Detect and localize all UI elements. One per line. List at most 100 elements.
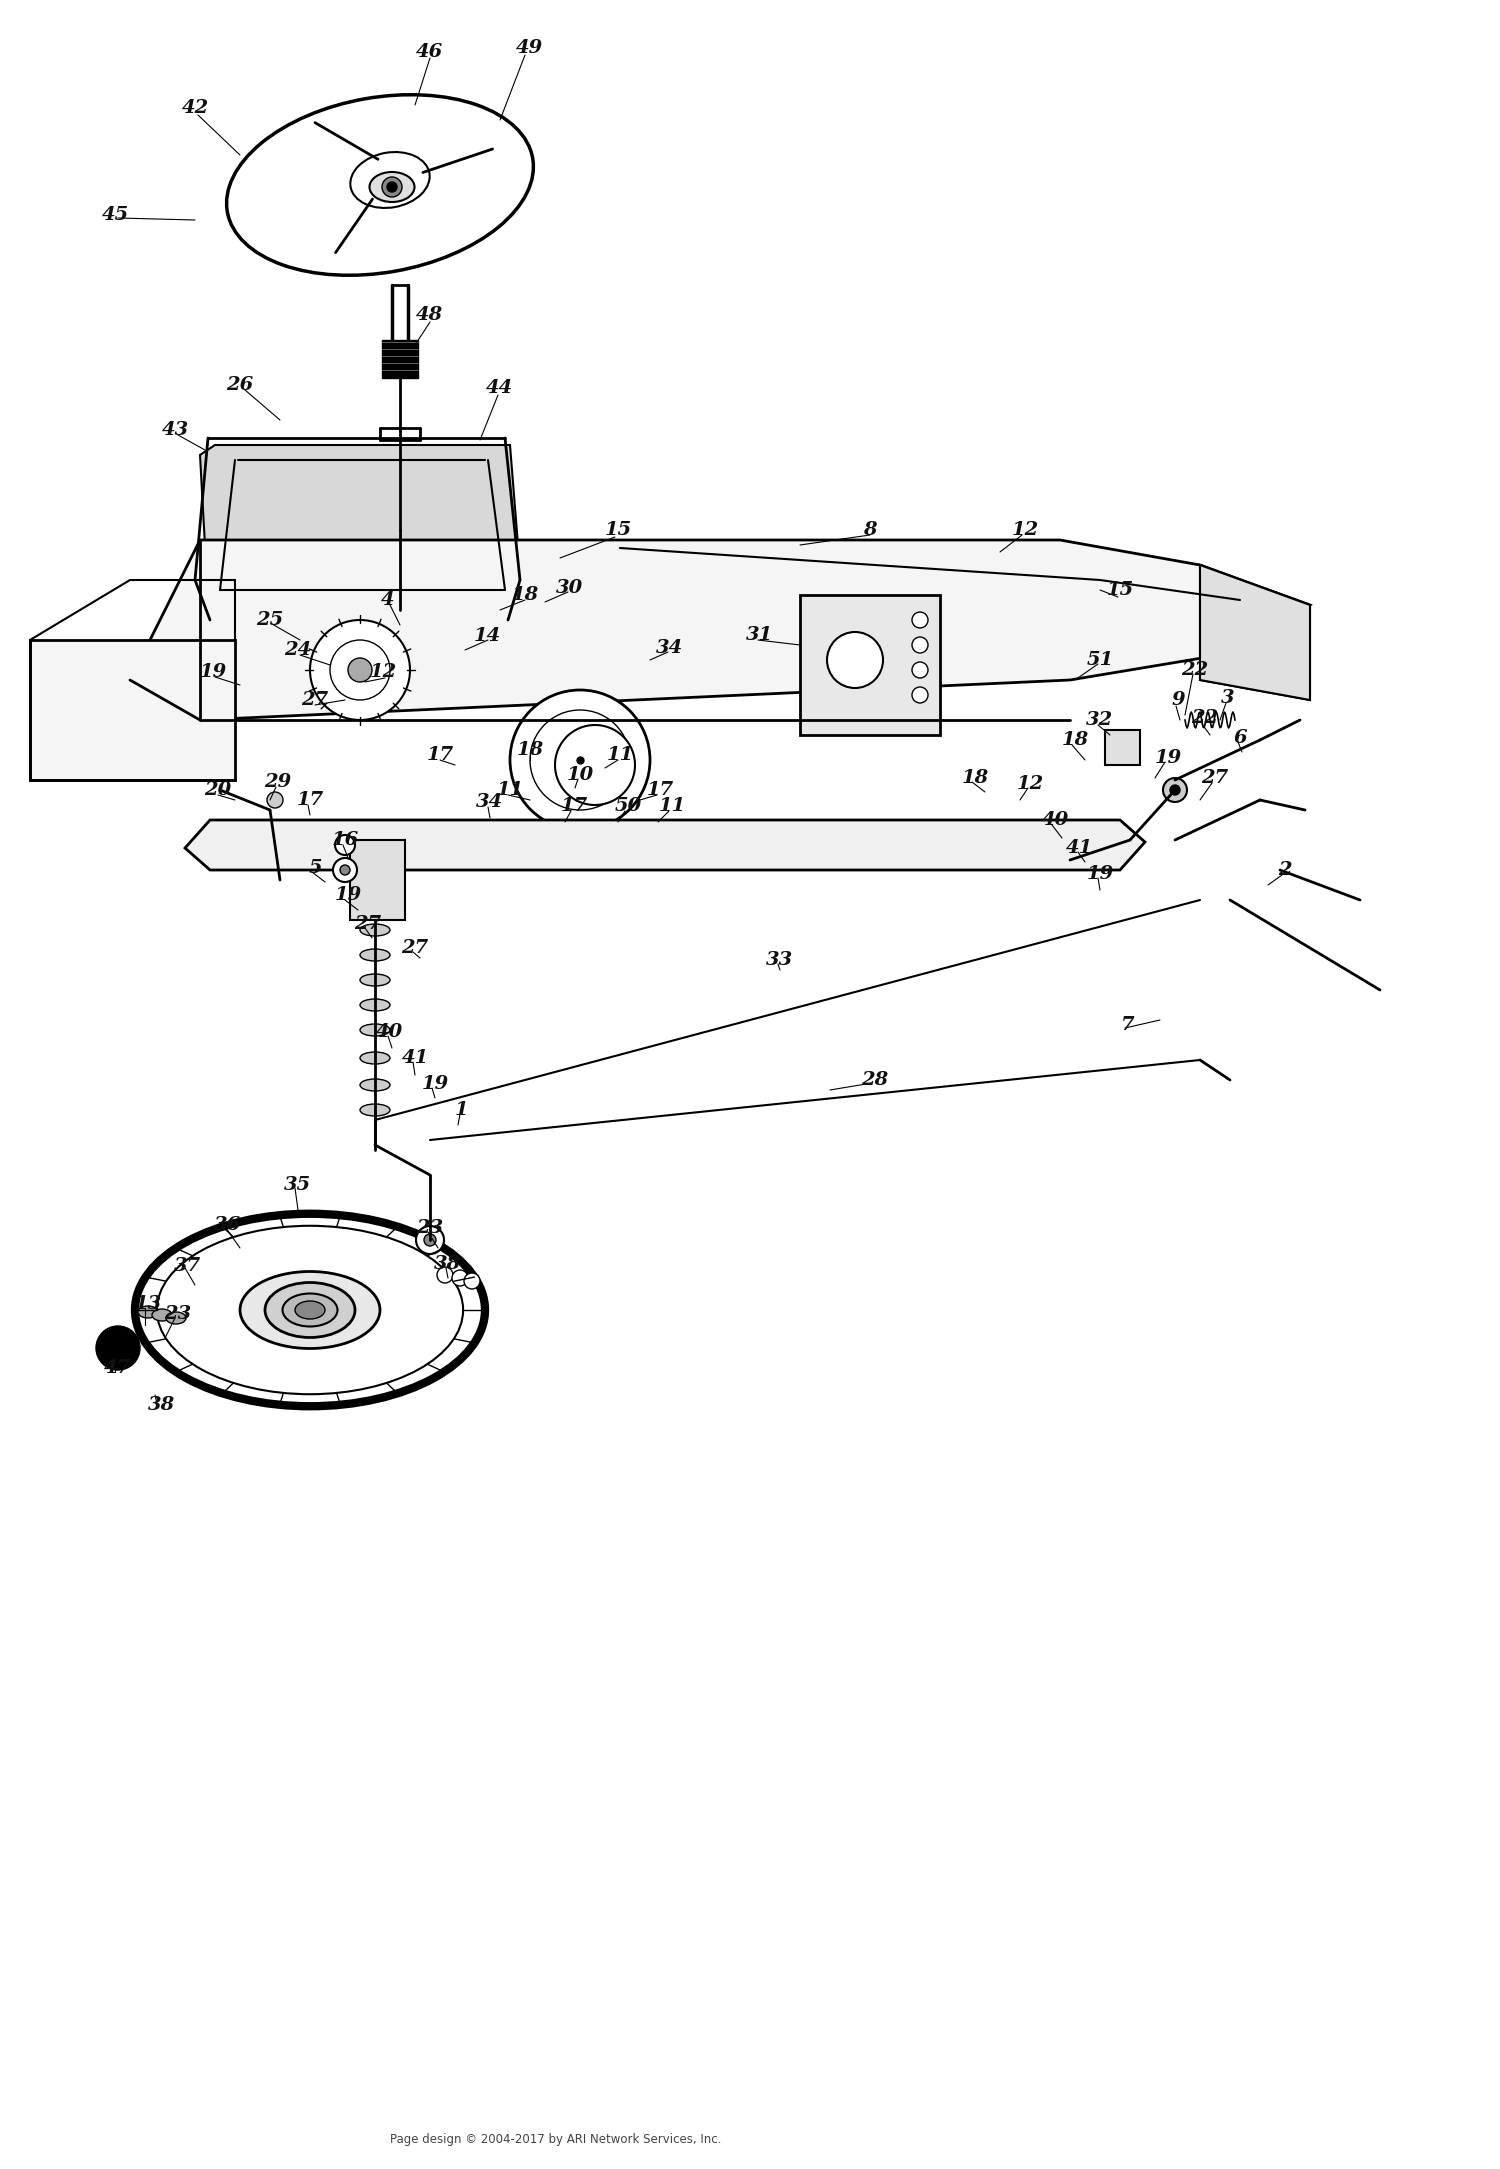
- Text: 19: 19: [422, 1076, 448, 1093]
- Ellipse shape: [360, 1052, 390, 1065]
- Text: 35: 35: [285, 1176, 312, 1193]
- Text: 51: 51: [1086, 651, 1113, 668]
- Circle shape: [416, 1225, 444, 1254]
- Text: 26: 26: [226, 375, 254, 395]
- Text: 11: 11: [658, 796, 686, 816]
- Text: 17: 17: [561, 796, 588, 816]
- Text: 4: 4: [381, 590, 394, 609]
- Bar: [350, 839, 405, 920]
- Text: 9: 9: [1172, 692, 1185, 709]
- Text: 32: 32: [1086, 711, 1113, 729]
- Text: 1: 1: [454, 1102, 470, 1119]
- Ellipse shape: [360, 1078, 390, 1091]
- Text: 20: 20: [204, 781, 231, 798]
- Circle shape: [334, 835, 356, 855]
- Text: 7: 7: [1120, 1015, 1136, 1035]
- Text: 37: 37: [174, 1258, 201, 1275]
- Text: 3: 3: [1221, 690, 1234, 707]
- Text: 11: 11: [496, 781, 523, 798]
- Ellipse shape: [360, 974, 390, 987]
- Text: 14: 14: [474, 627, 501, 644]
- Text: 10: 10: [567, 766, 594, 783]
- Text: 48: 48: [417, 306, 444, 323]
- Ellipse shape: [138, 1306, 158, 1319]
- Text: 18: 18: [516, 742, 543, 759]
- Polygon shape: [30, 640, 236, 781]
- Circle shape: [912, 662, 928, 679]
- Text: 23: 23: [165, 1306, 192, 1323]
- Text: 5: 5: [308, 859, 322, 876]
- Text: 27: 27: [302, 692, 328, 709]
- Circle shape: [510, 690, 650, 831]
- Text: 6: 6: [1233, 729, 1246, 746]
- Text: 19: 19: [1086, 865, 1113, 883]
- Ellipse shape: [360, 1024, 390, 1037]
- Circle shape: [387, 182, 398, 193]
- Text: 2: 2: [1278, 861, 1292, 878]
- Text: 40: 40: [376, 1024, 404, 1041]
- Ellipse shape: [166, 1312, 186, 1323]
- Ellipse shape: [240, 1271, 380, 1349]
- Circle shape: [310, 620, 410, 720]
- Circle shape: [330, 640, 390, 701]
- Text: 31: 31: [747, 627, 774, 644]
- Polygon shape: [1200, 564, 1310, 701]
- Ellipse shape: [369, 171, 414, 202]
- Text: 27: 27: [402, 939, 429, 957]
- Circle shape: [348, 657, 372, 681]
- Bar: [382, 341, 418, 377]
- Text: 19: 19: [1155, 748, 1182, 768]
- Circle shape: [530, 709, 630, 809]
- Ellipse shape: [135, 1215, 484, 1406]
- Circle shape: [340, 865, 350, 874]
- Circle shape: [566, 744, 596, 774]
- Text: 27: 27: [1202, 770, 1228, 787]
- Text: 19: 19: [334, 885, 362, 904]
- Text: 8: 8: [862, 521, 877, 540]
- Ellipse shape: [360, 1000, 390, 1011]
- Ellipse shape: [360, 1104, 390, 1117]
- Ellipse shape: [158, 1225, 464, 1395]
- Text: 27: 27: [354, 915, 381, 933]
- Circle shape: [333, 859, 357, 883]
- Polygon shape: [130, 540, 1310, 720]
- Text: 46: 46: [417, 43, 444, 61]
- Polygon shape: [184, 820, 1144, 870]
- Text: 17: 17: [646, 781, 674, 798]
- Text: 23: 23: [417, 1219, 444, 1236]
- Text: Page design © 2004-2017 by ARI Network Services, Inc.: Page design © 2004-2017 by ARI Network S…: [390, 2134, 722, 2147]
- Text: 45: 45: [102, 206, 129, 223]
- Circle shape: [555, 724, 634, 805]
- Circle shape: [1170, 785, 1180, 796]
- Text: 44: 44: [486, 380, 513, 397]
- Text: 18: 18: [1062, 731, 1089, 748]
- Circle shape: [436, 1267, 453, 1284]
- Circle shape: [452, 1271, 468, 1286]
- Circle shape: [96, 1325, 140, 1371]
- Text: 38: 38: [435, 1256, 462, 1273]
- Text: 43: 43: [162, 421, 189, 438]
- Text: 29: 29: [264, 772, 291, 792]
- Ellipse shape: [351, 152, 429, 208]
- Circle shape: [464, 1273, 480, 1288]
- Bar: [1106, 731, 1140, 766]
- Bar: [800, 594, 940, 735]
- Ellipse shape: [152, 1310, 172, 1321]
- Ellipse shape: [360, 950, 390, 961]
- Text: 17: 17: [297, 792, 324, 809]
- Text: 12: 12: [369, 664, 396, 681]
- Polygon shape: [200, 445, 522, 601]
- Ellipse shape: [296, 1301, 326, 1319]
- Text: 40: 40: [1041, 811, 1068, 829]
- Text: 17: 17: [426, 746, 453, 763]
- Polygon shape: [1200, 564, 1310, 701]
- Circle shape: [912, 638, 928, 653]
- Text: 12: 12: [1011, 521, 1038, 540]
- Text: 15: 15: [604, 521, 631, 540]
- Text: 34: 34: [477, 794, 504, 811]
- Text: 50: 50: [615, 796, 642, 816]
- Ellipse shape: [360, 924, 390, 937]
- Circle shape: [1162, 779, 1186, 803]
- Circle shape: [382, 178, 402, 197]
- Text: 24: 24: [285, 642, 312, 659]
